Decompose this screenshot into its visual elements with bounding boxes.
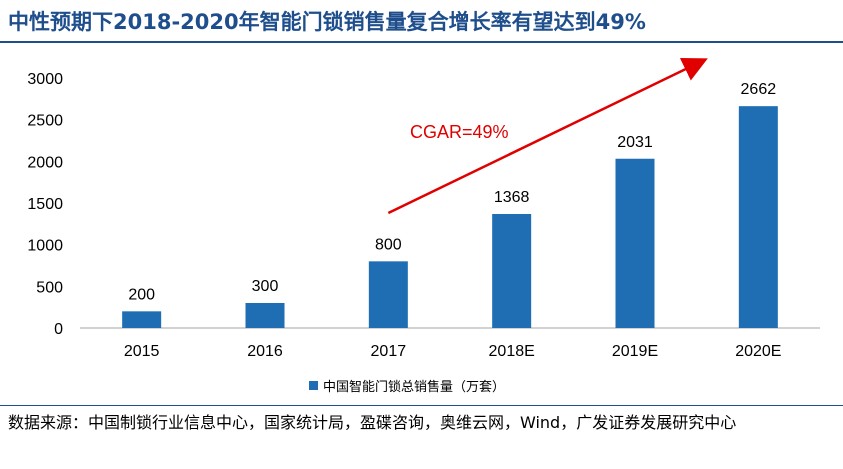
data-label: 1368	[494, 189, 530, 206]
growth-annotation-label: CGAR=49%	[410, 122, 509, 142]
growth-arrow	[387, 57, 708, 215]
bar	[122, 311, 162, 328]
data-label: 2031	[617, 134, 653, 151]
data-label: 300	[252, 278, 279, 295]
x-tick-label: 2020E	[735, 343, 781, 360]
bar	[245, 303, 285, 328]
title-divider	[0, 41, 843, 43]
source-note: 数据来源：中国制锁行业信息中心，国家统计局，盈碟咨询，奥维云网，Wind，广发证…	[8, 413, 737, 432]
data-label: 200	[128, 286, 155, 303]
bar	[615, 158, 655, 328]
data-labels: 200 300 800 1368 2031 2662	[128, 81, 776, 303]
bars	[122, 106, 778, 328]
y-tick-label: 1500	[27, 196, 63, 213]
bar	[368, 261, 408, 328]
y-axis: 0 500 1000 1500 2000 2500 3000	[27, 71, 63, 338]
page-title: 中性预期下2018-2020年智能门锁销售量复合增长率有望达到49%	[8, 10, 646, 34]
growth-annotation: CGAR=49%	[387, 57, 708, 215]
bar	[738, 106, 778, 328]
data-label: 2662	[741, 81, 777, 98]
y-tick-label: 1000	[27, 238, 63, 255]
x-tick-label: 2018E	[489, 343, 535, 360]
legend-swatch	[309, 381, 318, 390]
legend: 中国智能门锁总销售量（万套）	[309, 379, 505, 394]
x-tick-label: 2015	[124, 343, 160, 360]
x-tick-label: 2019E	[612, 343, 658, 360]
y-tick-label: 2500	[27, 113, 63, 130]
bar	[492, 214, 532, 328]
x-axis: 2015 2016 2017 2018E 2019E 2020E	[80, 327, 820, 360]
data-label: 800	[375, 236, 402, 253]
y-tick-label: 2000	[27, 154, 63, 171]
x-tick-label: 2017	[371, 343, 407, 360]
source-divider	[0, 405, 843, 406]
x-tick-label: 2016	[247, 343, 283, 360]
y-tick-label: 0	[54, 321, 63, 338]
y-tick-label: 500	[36, 279, 63, 296]
y-tick-label: 3000	[27, 71, 63, 88]
legend-label: 中国智能门锁总销售量（万套）	[323, 379, 505, 394]
